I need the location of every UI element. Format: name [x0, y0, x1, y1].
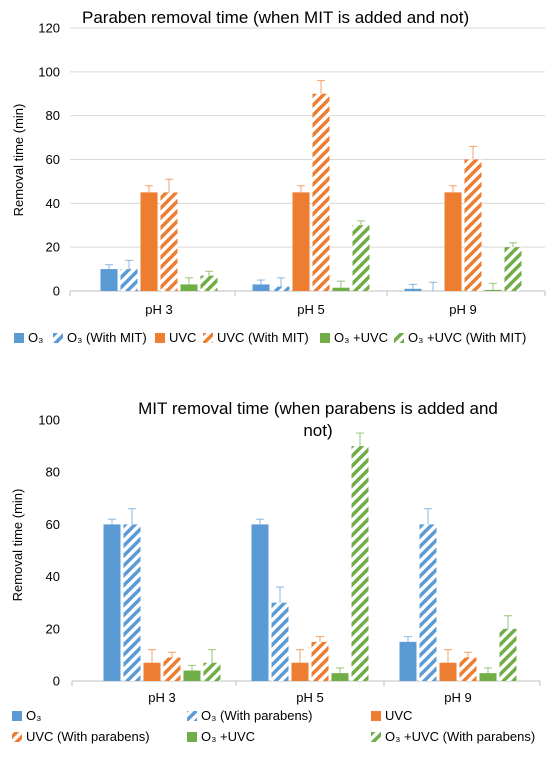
x-tick-label: pH 5: [297, 302, 324, 317]
bar-o-uvc-with-mit-ph-5: [352, 225, 370, 291]
y-tick-label: 60: [46, 517, 60, 532]
bar-uvc-with-mit-ph-5: [312, 93, 330, 291]
bar-o-uvc-with-mit-ph-3: [200, 275, 218, 291]
legend-label-uvc: UVC: [169, 330, 196, 345]
y-axis-label: Removal time (min): [11, 104, 26, 217]
x-tick-label: pH 9: [444, 690, 471, 705]
bar-o-ph-3: [103, 524, 121, 681]
chart-title: Paraben removal time (when MIT is added …: [82, 8, 469, 27]
bar-uvc-with-mit-ph-3: [160, 192, 178, 291]
legend-swatch-o-with-parabens: [187, 711, 197, 721]
y-tick-label: 80: [46, 108, 60, 123]
legend-label-o-uvc-with-mit: O₃ +UVC (With MIT): [408, 330, 526, 345]
legend-swatch-uvc-with-mit: [203, 333, 213, 343]
x-tick-label: pH 3: [148, 690, 175, 705]
bar-o-with-mit-ph-3: [120, 269, 138, 291]
legend-swatch-uvc: [371, 711, 381, 721]
bar-o-uvc-with-mit-ph-9: [504, 247, 522, 291]
y-tick-label: 20: [46, 621, 60, 636]
paraben-removal-chart: Paraben removal time (when MIT is added …: [11, 8, 546, 345]
legend-label-o-uvc-with-parabens: O₃ +UVC (With parabens): [385, 729, 535, 744]
bar-uvc-ph-9: [439, 662, 457, 681]
y-tick-label: 80: [46, 465, 60, 480]
bar-o-ph-3: [100, 269, 118, 291]
bar-o-with-parabens-ph-3: [123, 524, 141, 681]
y-tick-label: 60: [46, 152, 60, 167]
y-tick-label: 20: [46, 240, 60, 255]
legend-label-uvc-with-parabens: UVC (With parabens): [26, 729, 150, 744]
legend-label-o: O₃: [26, 708, 41, 723]
bar-o-uvc-ph-9: [484, 289, 502, 291]
bar-o-with-parabens-ph-9: [419, 524, 437, 681]
bar-o-ph-5: [252, 284, 270, 291]
chart-title-line: MIT removal time (when parabens is added…: [138, 399, 498, 418]
legend-swatch-o-uvc: [187, 732, 197, 742]
x-tick-label: pH 9: [449, 302, 476, 317]
y-tick-label: 100: [38, 64, 60, 79]
legend-label-o-with-mit: O₃ (With MIT): [67, 330, 147, 345]
legend-label-o-uvc: O₃ +UVC: [334, 330, 388, 345]
x-tick-label: pH 3: [145, 302, 172, 317]
legend-label-o: O₃: [28, 330, 43, 345]
bar-uvc-with-parabens-ph-3: [163, 657, 181, 681]
y-tick-label: 120: [38, 21, 60, 36]
bar-uvc-with-mit-ph-9: [464, 159, 482, 291]
y-axis-label: Removal time (min): [10, 489, 25, 602]
bar-o-with-parabens-ph-5: [271, 602, 289, 681]
legend-swatch-uvc: [155, 333, 165, 343]
chart-title: MIT removal time (when parabens is added…: [138, 399, 498, 440]
bar-o-uvc-ph-5: [331, 673, 349, 681]
legend-swatch-o-with-mit: [53, 333, 63, 343]
legend-swatch-o-uvc-with-mit: [394, 333, 404, 343]
mit-removal-chart: MIT removal time (when parabens is added…: [10, 399, 541, 744]
y-tick-label: 40: [46, 196, 60, 211]
bar-o-uvc-ph-3: [180, 284, 198, 291]
bar-o-uvc-with-parabens-ph-9: [499, 628, 517, 681]
bar-uvc-ph-3: [143, 662, 161, 681]
bar-o-ph-9: [404, 288, 422, 291]
bar-o-uvc-ph-9: [479, 673, 497, 681]
legend-label-o-uvc: O₃ +UVC: [201, 729, 255, 744]
legend-swatch-o-uvc: [320, 333, 330, 343]
legend-swatch-o: [14, 333, 24, 343]
bar-o-uvc-with-parabens-ph-5: [351, 446, 369, 681]
legend-label-uvc-with-mit: UVC (With MIT): [217, 330, 309, 345]
x-tick-label: pH 5: [296, 690, 323, 705]
chart-title-line: not): [303, 421, 332, 440]
bar-o-with-mit-ph-5: [272, 286, 290, 291]
bar-uvc-with-parabens-ph-9: [459, 657, 477, 681]
bar-uvc-ph-9: [444, 192, 462, 291]
bar-uvc-ph-3: [140, 192, 158, 291]
bar-uvc-ph-5: [292, 192, 310, 291]
y-tick-label: 100: [38, 413, 60, 428]
bar-o-uvc-with-parabens-ph-3: [203, 662, 221, 681]
y-tick-label: 0: [53, 284, 60, 299]
bar-o-uvc-ph-5: [332, 287, 350, 291]
bar-o-uvc-ph-3: [183, 670, 201, 681]
bar-o-ph-5: [251, 524, 269, 681]
bar-uvc-ph-5: [291, 662, 309, 681]
bar-uvc-with-parabens-ph-5: [311, 641, 329, 681]
legend-swatch-o-uvc-with-parabens: [371, 732, 381, 742]
legend-label-uvc: UVC: [385, 708, 412, 723]
y-tick-label: 0: [53, 674, 60, 689]
y-tick-label: 40: [46, 569, 60, 584]
legend-swatch-uvc-with-parabens: [12, 732, 22, 742]
bar-o-ph-9: [399, 641, 417, 681]
legend-label-o-with-parabens: O₃ (With parabens): [201, 708, 313, 723]
legend-swatch-o: [12, 711, 22, 721]
